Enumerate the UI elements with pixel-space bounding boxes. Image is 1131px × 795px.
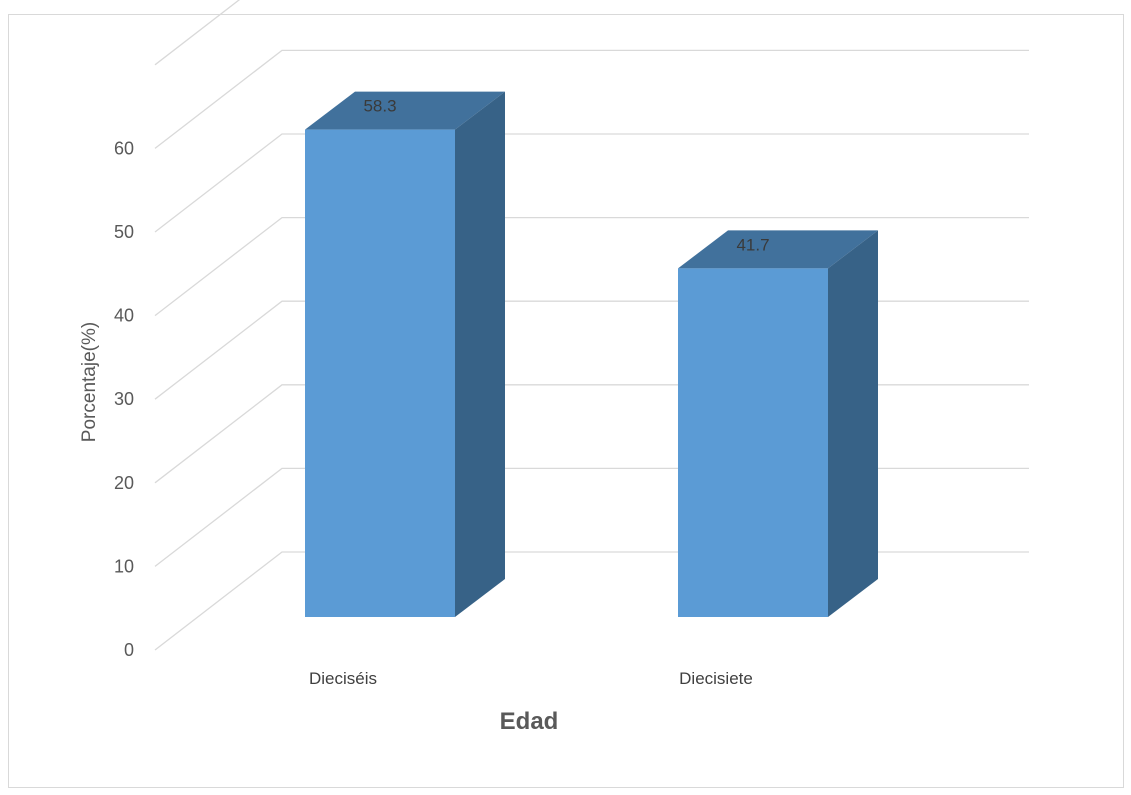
bar-top-face <box>678 230 878 269</box>
gridline <box>154 216 1029 317</box>
bar-top-face <box>305 91 505 130</box>
bars: 58.3 41.7 <box>305 91 878 617</box>
bar-front-face <box>678 268 828 617</box>
bar-side-face <box>455 91 505 617</box>
gridline <box>154 49 1029 149</box>
y-axis-ticks: 0 10 20 30 40 50 60 <box>114 138 134 660</box>
bar-front-face <box>305 129 455 617</box>
y-tick-label: 10 <box>114 556 134 576</box>
y-axis-label: Porcentaje(%) <box>79 322 100 442</box>
gridline <box>154 551 1029 651</box>
gridline <box>154 0 241 66</box>
y-tick-label: 50 <box>114 222 134 242</box>
bar-side-face <box>828 230 878 617</box>
y-tick-label: 20 <box>114 473 134 493</box>
y-tick-label: 0 <box>124 640 134 660</box>
x-axis-categories: Dieciséis Diecisiete <box>309 669 753 688</box>
y-tick-label: 40 <box>114 306 134 326</box>
chart-frame <box>8 14 1124 788</box>
bar: 41.7 <box>678 230 878 617</box>
y-tick-label: 30 <box>114 389 134 409</box>
category-label: Diecisiete <box>679 669 753 688</box>
y-tick-label: 60 <box>114 138 134 158</box>
gridlines <box>154 0 1029 651</box>
data-label: 41.7 <box>736 235 769 254</box>
data-label: 58.3 <box>363 97 396 116</box>
x-axis-label: Edad <box>500 708 559 735</box>
category-label: Dieciséis <box>309 669 377 688</box>
gridline <box>154 133 1029 233</box>
bar: 58.3 <box>305 91 505 617</box>
